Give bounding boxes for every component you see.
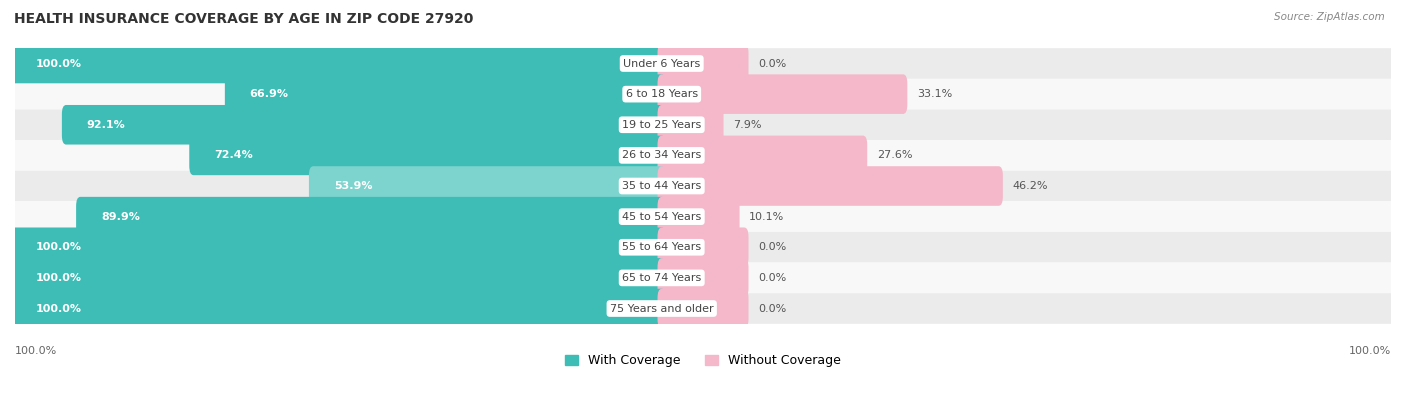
FancyBboxPatch shape [15,232,1391,263]
Text: 55 to 64 Years: 55 to 64 Years [623,242,702,252]
FancyBboxPatch shape [658,258,748,298]
Text: 0.0%: 0.0% [758,273,786,283]
Text: 100.0%: 100.0% [15,346,58,356]
Text: 75 Years and older: 75 Years and older [610,303,713,313]
FancyBboxPatch shape [62,105,666,144]
FancyBboxPatch shape [15,263,1391,293]
FancyBboxPatch shape [76,197,666,237]
Text: 0.0%: 0.0% [758,242,786,252]
FancyBboxPatch shape [15,293,1391,324]
FancyBboxPatch shape [15,140,1391,171]
FancyBboxPatch shape [190,136,666,175]
Text: 89.9%: 89.9% [101,212,139,222]
FancyBboxPatch shape [15,48,1391,79]
Text: 72.4%: 72.4% [214,150,253,160]
Text: 7.9%: 7.9% [733,120,762,130]
Text: 65 to 74 Years: 65 to 74 Years [621,273,702,283]
Text: 33.1%: 33.1% [917,89,952,99]
FancyBboxPatch shape [658,136,868,175]
FancyBboxPatch shape [658,166,1002,206]
FancyBboxPatch shape [15,201,1391,232]
FancyBboxPatch shape [309,166,666,206]
Text: 100.0%: 100.0% [35,242,82,252]
Text: Under 6 Years: Under 6 Years [623,59,700,68]
Text: 0.0%: 0.0% [758,303,786,313]
Text: 46.2%: 46.2% [1012,181,1047,191]
Text: 26 to 34 Years: 26 to 34 Years [621,150,702,160]
Text: 45 to 54 Years: 45 to 54 Years [621,212,702,222]
FancyBboxPatch shape [658,105,724,144]
FancyBboxPatch shape [658,44,748,83]
FancyBboxPatch shape [15,171,1391,201]
FancyBboxPatch shape [658,289,748,328]
Text: 100.0%: 100.0% [35,273,82,283]
Text: 53.9%: 53.9% [333,181,373,191]
FancyBboxPatch shape [11,44,666,83]
Text: 66.9%: 66.9% [250,89,288,99]
FancyBboxPatch shape [11,258,666,298]
Text: HEALTH INSURANCE COVERAGE BY AGE IN ZIP CODE 27920: HEALTH INSURANCE COVERAGE BY AGE IN ZIP … [14,12,474,27]
Text: 19 to 25 Years: 19 to 25 Years [621,120,702,130]
Text: 27.6%: 27.6% [877,150,912,160]
Text: 92.1%: 92.1% [87,120,125,130]
FancyBboxPatch shape [658,227,748,267]
Text: Source: ZipAtlas.com: Source: ZipAtlas.com [1274,12,1385,22]
Text: 100.0%: 100.0% [35,303,82,313]
FancyBboxPatch shape [11,227,666,267]
Legend: With Coverage, Without Coverage: With Coverage, Without Coverage [565,354,841,367]
FancyBboxPatch shape [11,289,666,328]
Text: 35 to 44 Years: 35 to 44 Years [621,181,702,191]
FancyBboxPatch shape [658,74,907,114]
Text: 10.1%: 10.1% [749,212,785,222]
FancyBboxPatch shape [15,110,1391,140]
Text: 6 to 18 Years: 6 to 18 Years [626,89,697,99]
Text: 0.0%: 0.0% [758,59,786,68]
Text: 100.0%: 100.0% [1348,346,1391,356]
FancyBboxPatch shape [15,79,1391,110]
Text: 100.0%: 100.0% [35,59,82,68]
FancyBboxPatch shape [658,197,740,237]
FancyBboxPatch shape [225,74,666,114]
